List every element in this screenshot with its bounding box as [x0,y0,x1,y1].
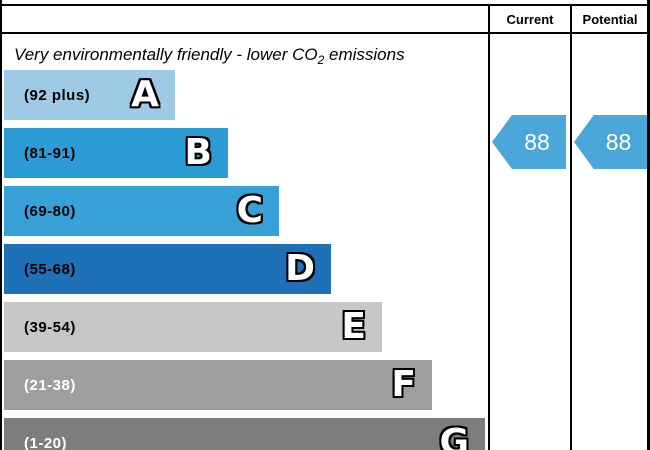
potential-rating-value: 88 [605,128,632,155]
band-range-label: (92 plus) [24,86,91,104]
header-divider [0,32,650,34]
band-letter: F [391,364,416,405]
potential-column-divider [570,4,572,450]
current-rating-arrow: 88 [492,115,566,169]
current-rating-value: 88 [524,128,550,155]
chart-title-suffix: emissions [324,45,405,64]
table-border-top [0,4,650,6]
band-f: (21-38) F [4,360,432,410]
band-range-label: (55-68) [24,260,76,278]
chart-title-subscript: 2 [317,53,325,67]
band-a: (92 plus) A [4,70,175,120]
band-range-label: (81-91) [24,144,76,162]
current-column-divider [488,4,490,450]
band-d: (55-68) D [4,244,331,294]
band-letter: E [341,306,366,347]
current-column-header: Current [506,11,554,27]
band-letter: A [131,74,159,115]
potential-rating-arrow: 88 [574,115,647,169]
band-range-label: (21-38) [24,376,76,394]
band-letter: B [184,132,212,173]
band-letter: C [236,190,263,231]
chart-title-prefix: Very environmentally friendly - lower CO [14,45,318,64]
table-border-right [647,0,650,450]
band-c: (69-80) C [4,186,279,236]
band-range-label: (69-80) [24,202,76,220]
band-e: (39-54) E [4,302,382,352]
band-b: (81-91) B [4,128,228,178]
band-letter: G [439,422,469,450]
potential-column-header: Potential [582,11,638,27]
band-g: (1-20) G [4,418,485,450]
band-range-label: (39-54) [24,318,76,336]
chart-title: Very environmentally friendly - lower CO… [14,42,484,68]
table-border-left [0,0,2,450]
band-range-label: (1-20) [24,434,68,450]
band-letter: D [285,248,315,289]
